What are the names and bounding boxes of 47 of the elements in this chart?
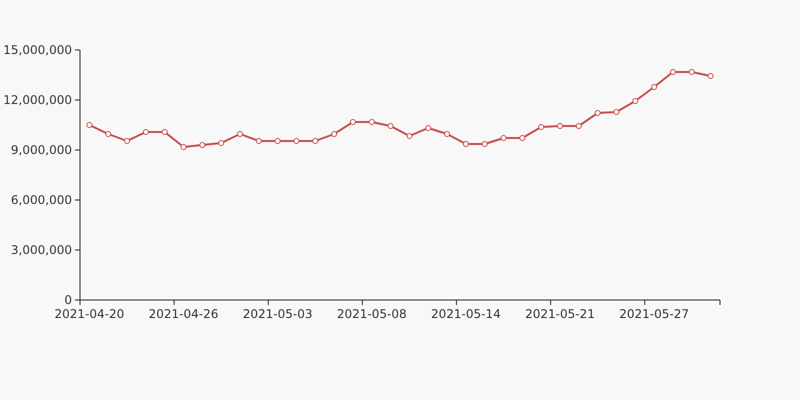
point bbox=[688, 69, 695, 75]
point bbox=[444, 131, 450, 137]
point bbox=[670, 69, 676, 75]
point bbox=[632, 98, 638, 104]
x-tick-label: 2021-04-20 bbox=[54, 307, 124, 321]
y-tick-label: 15,000,000 bbox=[3, 43, 72, 58]
point bbox=[86, 122, 92, 128]
point bbox=[500, 135, 507, 141]
point bbox=[651, 84, 658, 90]
point bbox=[199, 142, 206, 148]
y-tick-label: 9,000,000 bbox=[10, 143, 72, 158]
point bbox=[350, 119, 356, 125]
point bbox=[613, 109, 620, 115]
point bbox=[406, 133, 412, 139]
point bbox=[124, 138, 130, 144]
point bbox=[105, 131, 112, 137]
x-tick-label: 2021-05-08 bbox=[336, 307, 407, 321]
x-tick-label: 2021-05-03 bbox=[242, 307, 313, 321]
point bbox=[388, 123, 394, 129]
point bbox=[312, 138, 318, 144]
point bbox=[274, 138, 281, 144]
point bbox=[237, 131, 243, 137]
point bbox=[180, 144, 187, 150]
point bbox=[368, 119, 375, 125]
y-tick-label: 3,000,000 bbox=[10, 243, 72, 258]
point bbox=[162, 129, 168, 135]
y-tick-label: 0 bbox=[64, 293, 72, 308]
point bbox=[293, 138, 300, 144]
point bbox=[557, 123, 563, 129]
point bbox=[708, 73, 714, 79]
x-tick-label: 2021-05-14 bbox=[431, 307, 501, 321]
point bbox=[462, 141, 469, 147]
point bbox=[519, 135, 526, 141]
x-tick-label: 2021-05-21 bbox=[525, 307, 595, 321]
y-tick-label: 6,000,000 bbox=[10, 193, 72, 208]
point bbox=[482, 141, 488, 147]
point bbox=[425, 125, 432, 131]
point bbox=[331, 131, 338, 137]
point bbox=[576, 123, 582, 129]
point bbox=[538, 124, 544, 130]
point bbox=[256, 138, 262, 144]
x-tick-label: 2021-05-27 bbox=[619, 307, 689, 321]
point bbox=[594, 110, 601, 116]
x-tick-label: 2021-04-26 bbox=[148, 307, 218, 321]
y-tick-label: 12,000,000 bbox=[3, 93, 72, 108]
point bbox=[218, 140, 224, 146]
point bbox=[142, 129, 149, 135]
